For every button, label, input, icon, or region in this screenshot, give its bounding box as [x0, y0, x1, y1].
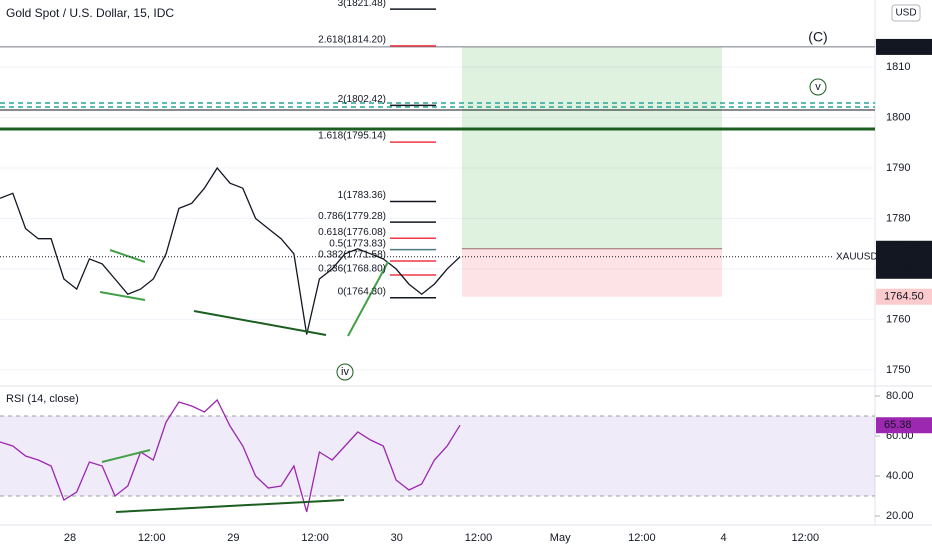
- y-tick-label: 1790: [886, 162, 910, 174]
- target-badge: [876, 38, 932, 55]
- fib-label: 1.618(1795.14): [318, 131, 386, 142]
- x-tick-label: May: [550, 532, 571, 544]
- x-tick-label: 29: [227, 532, 239, 544]
- fib-label: 0.786(1779.28): [318, 211, 386, 222]
- fib-label: 0(1764.30): [338, 286, 386, 297]
- currency-badge[interactable]: [891, 4, 921, 22]
- trend-drawing: [115, 499, 345, 513]
- trend-drawing: [193, 310, 327, 336]
- fib-label: 2(1802.42): [338, 94, 386, 105]
- stop-badge-text: 1764.50: [884, 291, 924, 303]
- y-tick-label: 1810: [886, 61, 910, 73]
- x-tick-label: 12:00: [792, 532, 820, 544]
- fib-label: 3(1821.48): [338, 0, 386, 9]
- wave-circle: [809, 78, 827, 96]
- x-tick-label: 4: [721, 532, 727, 544]
- last-badge: [876, 248, 932, 279]
- fib-label: 0.382(1771.58): [318, 250, 386, 261]
- price-line: [0, 166, 461, 335]
- x-tick-label: 12:00: [628, 532, 656, 544]
- y-tick-label: 40.00: [886, 470, 914, 482]
- y-tick-label: 20.00: [886, 510, 914, 522]
- rsi-line: [0, 398, 461, 513]
- symbol-badge: [832, 248, 875, 265]
- trend-drawing: [347, 261, 389, 337]
- wave-label: v: [815, 81, 821, 93]
- x-tick-label: 12:00: [138, 532, 166, 544]
- rsi-last: 65.38: [884, 419, 912, 431]
- stop-badge: [876, 288, 932, 305]
- y-tick-label: 1750: [886, 364, 910, 376]
- wave-label: iv: [341, 366, 349, 378]
- wave-circle: [336, 363, 354, 381]
- fib-label: 0.236(1768.80): [318, 264, 386, 275]
- target-badge-text: 1814.00: [884, 41, 924, 53]
- countdown: 14:50: [888, 264, 916, 276]
- fib-label: 0.5(1773.83): [329, 238, 386, 249]
- trend-drawing: [101, 449, 151, 463]
- y-tick-label: 80.00: [886, 390, 914, 402]
- x-tick-label: 12:00: [465, 532, 493, 544]
- trend-drawing: [109, 249, 146, 263]
- x-tick-label: 30: [391, 532, 403, 544]
- marks: [0, 8, 880, 517]
- rsi-badge: [876, 417, 932, 434]
- x-tick-label: 12:00: [301, 532, 329, 544]
- symbol: XAUUSD: [836, 251, 878, 262]
- y-tick-label: 1800: [886, 111, 910, 123]
- x-tick-label: 28: [64, 532, 76, 544]
- rsi-title: RSI (14, close): [6, 393, 79, 405]
- target-zone: [462, 46, 722, 249]
- last-text: 1772.41: [884, 251, 924, 263]
- wave-label: (C): [808, 29, 827, 45]
- chart-title: Gold Spot / U.S. Dollar, 15, IDC: [6, 6, 174, 20]
- fib-label: 1(1783.36): [338, 190, 386, 201]
- fib-label: 2.618(1814.20): [318, 35, 386, 46]
- y-tick-label: 1760: [886, 313, 910, 325]
- currency: USD: [895, 8, 916, 19]
- y-tick-label: 1780: [886, 212, 910, 224]
- fib-label: 0.618(1776.08): [318, 227, 386, 238]
- trend-drawing: [99, 291, 146, 301]
- stop-zone: [462, 248, 722, 297]
